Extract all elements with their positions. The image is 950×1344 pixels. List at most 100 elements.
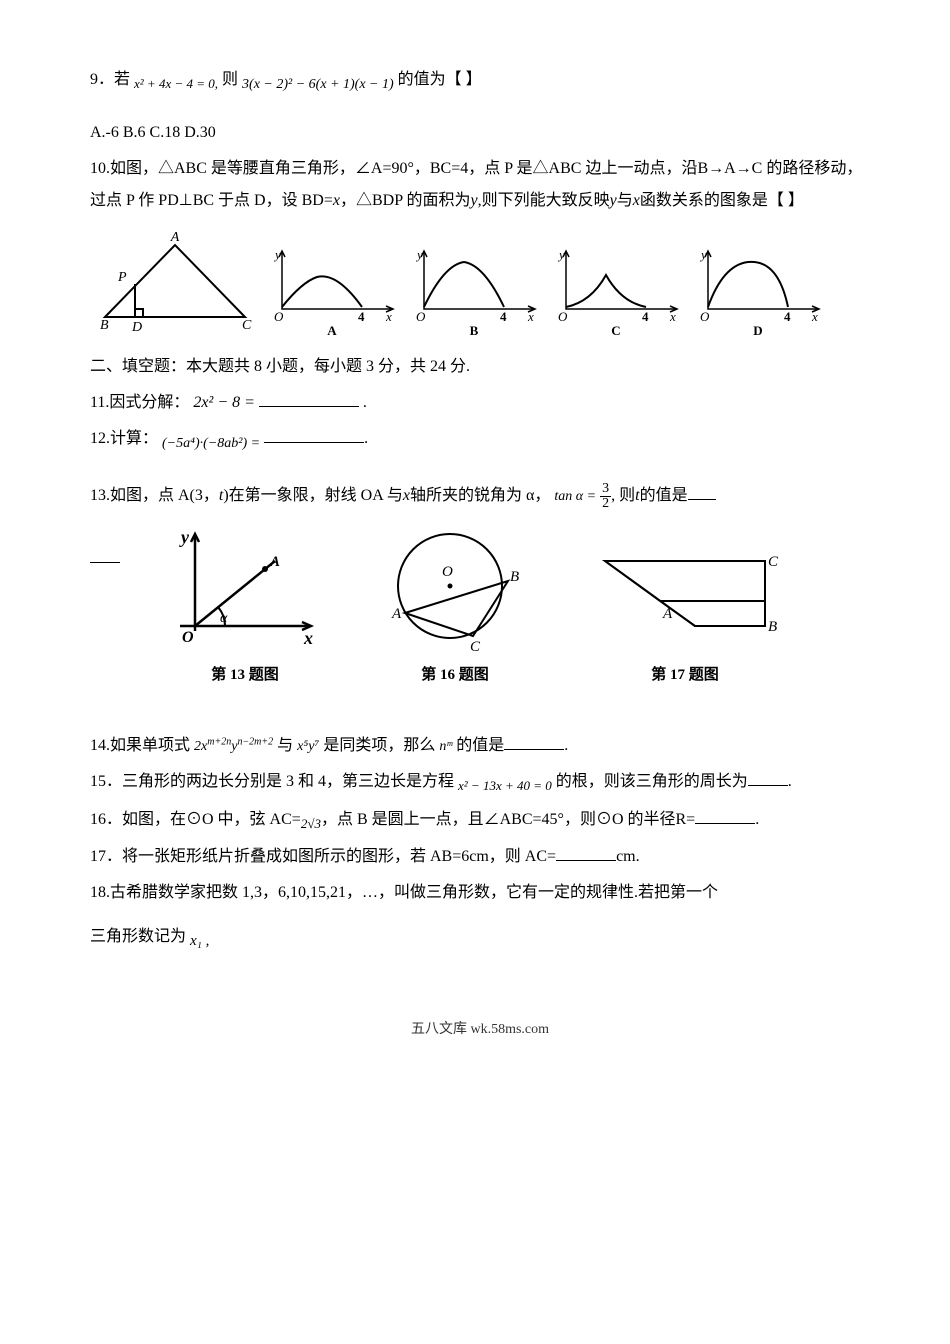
f17-C: C — [768, 554, 779, 570]
q15-pre: 15．三角形的两边长分别是 3 和 4，第三边长是方程 — [90, 773, 454, 790]
q10-triangle-figure: A B C D P — [90, 227, 260, 337]
cC-O: O — [558, 309, 568, 324]
q13-cont-blank[interactable] — [90, 546, 120, 563]
q15-eq: x² − 13x + 40 = 0 — [458, 779, 552, 794]
question-13: 13.如图，点 A(3，t)在第一象限，射线 OA 与x轴所夹的锐角为 α， t… — [90, 480, 870, 512]
chart-B: y O 4 x B — [414, 247, 544, 337]
q17-text: 17．将一张矩形纸片折叠成如图所示的图形，若 AB=6cm，则 AC= — [90, 848, 556, 865]
f16-B: B — [510, 569, 519, 585]
q12-blank[interactable] — [264, 426, 364, 443]
q9-choices: A.-6 B.6 C.18 D.30 — [90, 117, 870, 149]
fig13-svg: y x O A α — [170, 526, 320, 656]
q13-frac: 32 — [600, 482, 611, 512]
lbl-P: P — [117, 270, 127, 285]
cC-4: 4 — [642, 309, 649, 324]
q13-tan: tan α = — [554, 489, 596, 504]
cB-4: 4 — [500, 309, 507, 324]
section-2-header: 二、填空题：本大题共 8 小题，每小题 3 分，共 24 分. — [90, 351, 870, 383]
question-11: 11.因式分解： 2x² − 8 = . — [90, 387, 870, 419]
q16-pre: 16．如图，在⊙O 中，弦 AC= — [90, 811, 301, 828]
q10-figure-row: A B C D P y O 4 x A y O — [90, 227, 870, 337]
f13-y: y — [179, 527, 190, 547]
cD-4: 4 — [784, 309, 791, 324]
q12-pre: 12.计算： — [90, 430, 158, 447]
q10-x2: x — [633, 192, 640, 209]
f13-alpha: α — [220, 611, 228, 626]
fig16-svg: O A B C — [370, 526, 540, 656]
question-14: 14.如果单项式 2xm+2nyn−2m+2 与 x⁵y⁷ 是同类项，那么 nᵐ… — [90, 730, 870, 762]
cB-x: x — [527, 309, 534, 324]
q11-eq: 2x² − 8 = — [193, 394, 255, 411]
q13-mid: )在第一象限，射线 OA 与 — [223, 487, 403, 504]
fig17-caption: 第 17 题图 — [651, 660, 719, 690]
question-18: 18.古希腊数学家把数 1,3，6,10,15,21，…，叫做三角形数，它有一定… — [90, 877, 870, 909]
q13-x: x — [403, 487, 410, 504]
question-10: 10.如图，△ABC 是等腰直角三角形，∠A=90°，BC=4，点 P 是△AB… — [90, 153, 870, 217]
q13-frac-d: 2 — [600, 497, 611, 512]
q14-mid: 与 — [277, 737, 293, 754]
question-17: 17．将一张矩形纸片折叠成如图所示的图形，若 AB=6cm，则 AC= cm. — [90, 841, 870, 873]
q15-mid: 的根，则该三角形的周长为 — [556, 773, 748, 790]
q10-t3: ,则下列能大致反映 — [478, 192, 610, 209]
q17-blank[interactable] — [556, 844, 616, 861]
cA-y: y — [273, 247, 281, 262]
f16-O: O — [442, 564, 453, 580]
chart-A: y O 4 x A — [272, 247, 402, 337]
q10-y: y — [471, 192, 478, 209]
q9-tail: 的值为【 】 — [398, 71, 482, 88]
cC-y: y — [557, 247, 565, 262]
lbl-C: C — [242, 318, 252, 333]
q16-mid: ，点 B 是圆上一点，且∠ABC=45°，则⊙O 的半径R= — [321, 811, 695, 828]
cD-O: O — [700, 309, 710, 324]
q14-e2: x⁵y⁷ — [297, 739, 319, 754]
q18-x1: x₁ , — [190, 933, 209, 949]
q13-blank[interactable] — [688, 483, 716, 500]
q13-frac-n: 3 — [600, 482, 611, 498]
q16-blank[interactable] — [695, 807, 755, 824]
fig17-svg: A B C — [590, 546, 780, 656]
cA-4: 4 — [358, 309, 365, 324]
cB-O: O — [416, 309, 426, 324]
q11-pre: 11.因式分解： — [90, 394, 189, 411]
q18-t1: 18.古希腊数学家把数 1,3，6,10,15,21，…，叫做三角形数，它有一定… — [90, 884, 718, 901]
chart-A-col: y O 4 x A — [272, 247, 402, 337]
q13-tail2: 的值是 — [640, 487, 688, 504]
q11-blank[interactable] — [259, 390, 359, 407]
cC-x: x — [669, 309, 676, 324]
q9-eq2: 3(x − 2)² − 6(x + 1)(x − 1) — [242, 77, 394, 92]
question-12: 12.计算： (−5a⁴)·(−8ab²) = . — [90, 423, 870, 458]
q14-mid2: 是同类项，那么 — [323, 737, 435, 754]
q14-tail: 的值是 — [456, 737, 504, 754]
q9-mid: 则 — [222, 71, 238, 88]
cB-L: B — [470, 323, 479, 337]
chart-D: y O 4 x D — [698, 247, 828, 337]
question-16: 16．如图，在⊙O 中，弦 AC=2√3，点 B 是圆上一点，且∠ABC=45°… — [90, 804, 870, 837]
cA-L: A — [327, 323, 337, 337]
question-9: 9．若 x² + 4x − 4 = 0, 则 3(x − 2)² − 6(x +… — [90, 64, 870, 99]
q9-eq1: x² + 4x − 4 = 0, — [134, 76, 218, 91]
q12-eq: (−5a⁴)·(−8ab²) = — [162, 436, 260, 451]
q10-y2: y — [610, 192, 617, 209]
q10-x: x — [333, 192, 340, 209]
q17-tail: cm. — [616, 848, 640, 865]
f17-B: B — [768, 619, 777, 635]
fig13-caption: 第 13 题图 — [211, 660, 279, 690]
cD-y: y — [699, 247, 707, 262]
f16-C: C — [470, 639, 481, 655]
chart-C-col: y O 4 x C — [556, 247, 686, 337]
f16-A: A — [391, 606, 402, 622]
chart-B-col: y O 4 x B — [414, 247, 544, 337]
q9-label: 9．若 — [90, 71, 130, 88]
lbl-D: D — [131, 320, 142, 335]
cD-x: x — [811, 309, 818, 324]
f13-A: A — [269, 554, 280, 570]
f13-x: x — [303, 628, 313, 648]
q14-blank[interactable] — [504, 733, 564, 750]
q13-figure-row: y x O A α 第 13 题图 O A B C 第 16 题图 — [90, 526, 870, 690]
chart-D-col: y O 4 x D — [698, 247, 828, 337]
fig13-col: y x O A α 第 13 题图 — [170, 526, 320, 690]
q16-eq: 2√3 — [301, 816, 321, 831]
q15-blank[interactable] — [748, 769, 788, 786]
cA-O: O — [274, 309, 284, 324]
q14-pre: 14.如果单项式 — [90, 737, 190, 754]
